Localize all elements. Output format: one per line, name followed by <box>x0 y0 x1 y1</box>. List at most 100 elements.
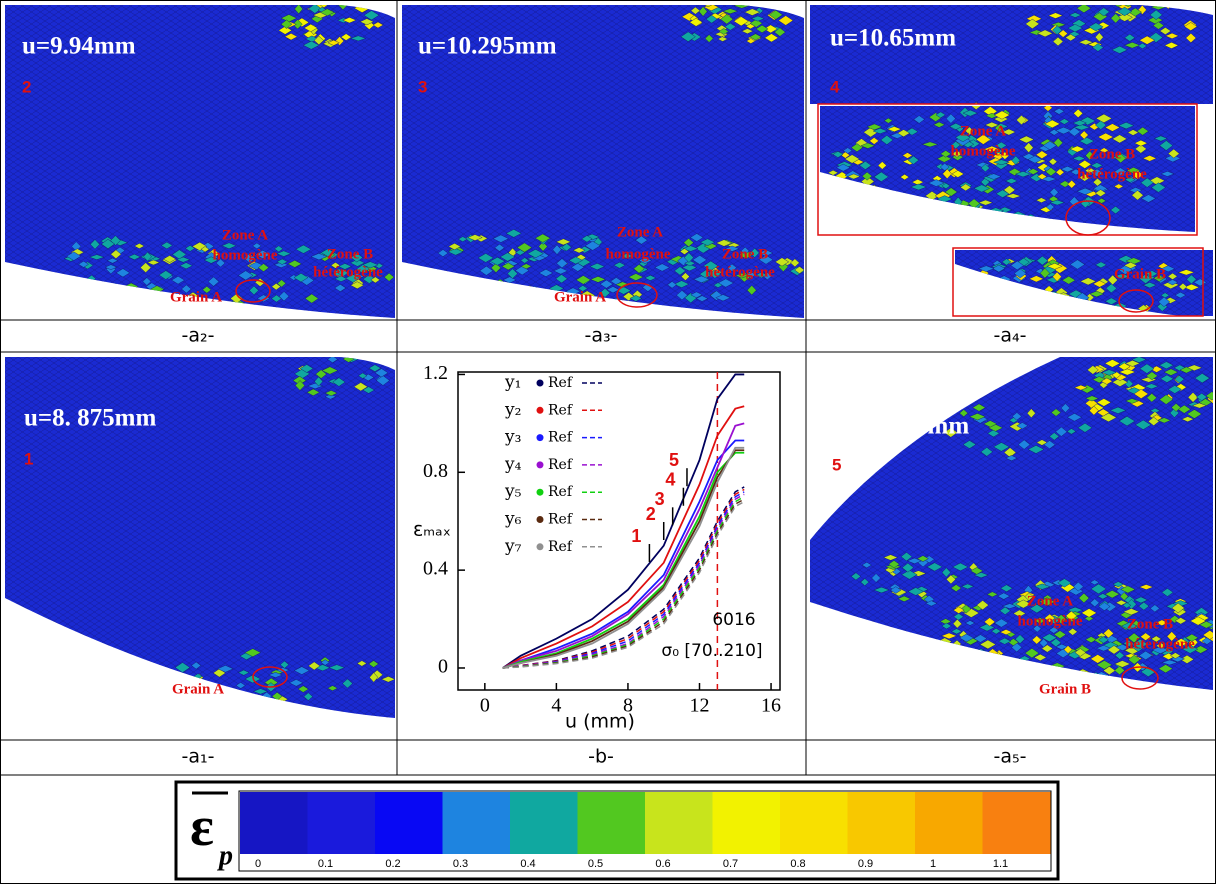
spot <box>1092 177 1103 187</box>
legend-name: y₇ <box>504 536 522 556</box>
spot <box>1049 129 1060 136</box>
y-tick-label: 0.4 <box>423 558 448 580</box>
spot <box>956 290 969 299</box>
spot <box>1174 291 1187 299</box>
spot <box>490 262 501 273</box>
spot <box>1010 299 1025 305</box>
spot <box>1012 609 1026 618</box>
spot <box>514 265 530 276</box>
spot <box>1079 277 1097 286</box>
spot <box>1094 32 1104 43</box>
spot <box>898 197 912 207</box>
spot <box>1205 391 1213 401</box>
chart-caption: -b- <box>588 746 614 768</box>
spot <box>993 110 1010 120</box>
spot <box>1077 304 1089 312</box>
spot <box>1036 255 1049 266</box>
spot <box>1155 619 1169 626</box>
spot <box>983 302 1000 309</box>
spot <box>1171 602 1185 614</box>
spot <box>994 618 1009 628</box>
mesh-lines <box>5 5 395 318</box>
spot <box>1092 11 1108 22</box>
spot <box>374 368 389 378</box>
spot <box>946 574 956 585</box>
spot <box>945 113 956 124</box>
spot <box>520 257 530 264</box>
spot <box>1067 180 1077 189</box>
spot <box>337 268 349 277</box>
spot <box>1140 177 1154 188</box>
spot <box>1147 416 1160 426</box>
spot <box>340 33 352 41</box>
y-tick-label: 1.2 <box>423 362 448 384</box>
colorbar-symbol: ε <box>190 796 214 858</box>
spot <box>943 205 953 214</box>
spot <box>334 284 347 292</box>
spot <box>1149 604 1160 613</box>
spot <box>1068 586 1084 596</box>
spot <box>1018 135 1035 144</box>
spot <box>1149 407 1161 414</box>
spot <box>1103 628 1114 639</box>
color-band <box>240 792 308 854</box>
spot <box>964 620 976 626</box>
spot <box>750 15 765 22</box>
x-tick-label: 0 <box>480 695 490 717</box>
spot <box>268 672 283 678</box>
spot <box>314 376 324 387</box>
spot <box>1151 646 1169 654</box>
spot <box>714 31 729 38</box>
spot <box>962 109 979 117</box>
spot <box>1067 24 1083 33</box>
spot <box>494 243 505 252</box>
spot <box>1121 5 1135 7</box>
spot <box>376 375 390 386</box>
spot <box>1013 268 1027 279</box>
spot <box>1181 416 1195 423</box>
spot <box>992 661 1008 672</box>
zone-box <box>952 247 1204 317</box>
legend-ref: Ref <box>548 430 574 446</box>
spot <box>1073 384 1088 391</box>
mesh-panel: u=9.94mm 2 Zone A homogène Zone B hétérogène G… <box>5 5 395 318</box>
spot <box>674 266 686 276</box>
spot <box>984 279 999 288</box>
spot <box>875 192 891 200</box>
spot <box>358 372 368 379</box>
spot <box>1093 184 1108 193</box>
spot <box>308 661 321 671</box>
spot <box>78 260 89 268</box>
spot <box>1099 381 1109 389</box>
spot <box>319 8 335 17</box>
spot <box>1041 644 1054 653</box>
spot <box>1097 132 1114 142</box>
spot <box>927 179 945 187</box>
spot <box>689 17 703 27</box>
spot <box>859 161 872 170</box>
spot <box>1024 592 1034 601</box>
spot <box>520 263 532 270</box>
color-band <box>307 792 376 854</box>
spot <box>1186 274 1197 285</box>
spot <box>1035 298 1049 308</box>
spot <box>1096 398 1112 407</box>
spot <box>292 19 303 30</box>
spot <box>142 277 152 286</box>
spot <box>1151 182 1166 193</box>
spot <box>734 272 749 279</box>
spot <box>158 270 173 280</box>
spot <box>140 262 152 273</box>
spot <box>973 634 988 643</box>
spot <box>1074 648 1087 657</box>
spot <box>1109 406 1127 414</box>
spot <box>1014 171 1032 178</box>
spot <box>1104 359 1121 368</box>
spot <box>638 257 653 264</box>
spot <box>1099 147 1109 154</box>
spot <box>827 169 839 176</box>
spot <box>1048 195 1059 203</box>
legend-dot <box>536 543 544 551</box>
spot <box>977 199 994 206</box>
spot <box>477 253 494 263</box>
